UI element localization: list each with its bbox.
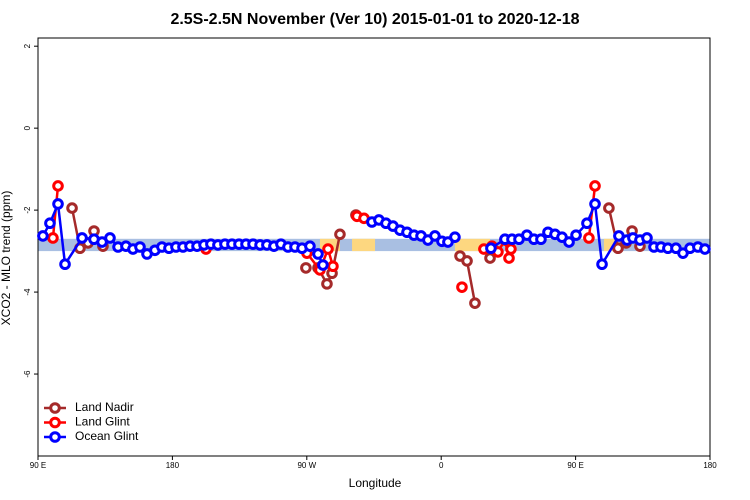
data-point [581, 217, 593, 230]
data-point [449, 231, 461, 243]
data-point [300, 262, 312, 274]
y-axis-label: XCO2 - MLO trend (ppm) [0, 191, 13, 326]
data-point [570, 229, 582, 241]
y-tick-label: -2 [23, 206, 32, 214]
x-tick-label: 180 [166, 461, 180, 470]
chart-title: 2.5S-2.5N November (Ver 10) 2015-01-01 t… [170, 11, 579, 28]
legend-label: Ocean Glint [75, 429, 139, 443]
data-point [589, 198, 601, 210]
x-tick-label: 90 E [30, 461, 46, 470]
data-point [484, 252, 496, 264]
y-tick-label: -6 [23, 370, 32, 378]
data-point [641, 232, 653, 244]
data-point [327, 260, 339, 273]
data-point [59, 258, 71, 271]
legend-marker [49, 416, 61, 429]
data-point [334, 228, 346, 241]
data-point [589, 180, 601, 192]
data-point [66, 202, 78, 214]
x-tick-label: 180 [703, 461, 717, 470]
data-point [505, 243, 517, 255]
x-tick-label: 0 [439, 461, 444, 470]
data-point [461, 255, 473, 267]
data-point [52, 198, 64, 210]
data-point [563, 236, 575, 248]
y-tick-label: -4 [23, 288, 32, 296]
data-point [699, 243, 711, 255]
data-point [134, 241, 146, 253]
data-point [469, 297, 481, 309]
legend-label: Land Glint [75, 415, 130, 429]
band-segment [603, 238, 616, 252]
data-point [322, 243, 334, 255]
legend-label: Land Nadir [75, 400, 134, 414]
data-point [603, 202, 615, 214]
data-point [485, 242, 497, 255]
data-point [535, 233, 547, 246]
data-point [503, 252, 515, 264]
data-point [612, 242, 624, 255]
data-point [456, 281, 468, 293]
data-point [583, 232, 595, 244]
data-point [429, 230, 441, 242]
series-line [70, 207, 642, 304]
x-tick-label: 90 E [567, 461, 583, 470]
x-tick-label: 90 W [297, 461, 316, 470]
data-point [321, 278, 333, 290]
data-point [44, 217, 56, 230]
data-point [76, 232, 88, 244]
data-point [37, 230, 49, 242]
y-tick-label: 2 [23, 43, 32, 48]
legend-marker [49, 431, 61, 443]
data-point [312, 248, 324, 260]
data-point [304, 240, 316, 252]
data-point [47, 232, 59, 244]
band-segment [352, 238, 376, 252]
data-point [596, 258, 608, 271]
data-point [52, 180, 64, 192]
y-tick-label: 0 [23, 125, 32, 130]
data-point [104, 232, 116, 244]
x-axis-label: Longitude [349, 476, 402, 490]
legend-marker [49, 402, 61, 414]
data-point [317, 259, 329, 271]
